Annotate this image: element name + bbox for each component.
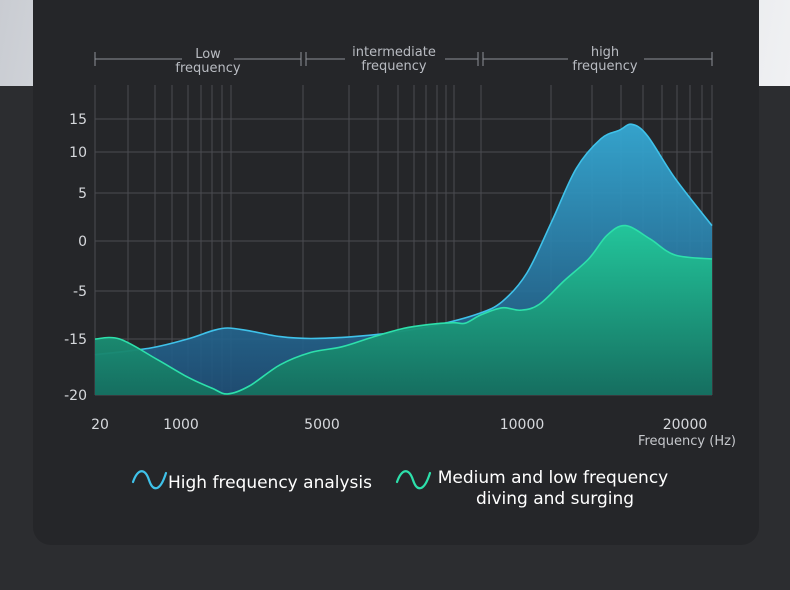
x-axis-ticks: 20 1000 5000 10000 20000 Frequency (Hz) <box>91 417 736 449</box>
y-tick-label: 15 <box>69 112 87 128</box>
y-tick-label: 0 <box>78 234 87 250</box>
band-label-mid-1: intermediate <box>352 45 436 60</box>
x-tick-label: 1000 <box>163 417 199 433</box>
x-axis-title: Frequency (Hz) <box>638 434 736 449</box>
y-tick-label: -5 <box>73 284 87 300</box>
legend-label-medium-low-2: diving and surging <box>476 489 634 509</box>
legend: High frequency analysis Medium and low f… <box>131 468 668 509</box>
x-tick-label: 10000 <box>500 417 545 433</box>
y-tick-label: -15 <box>64 332 87 348</box>
y-axis-ticks: 15 10 5 0 -5 -15 -20 <box>64 112 87 404</box>
band-labels: Low frequency intermediate frequency hig… <box>175 45 644 76</box>
y-tick-label: 5 <box>78 186 87 202</box>
band-label-high-2: frequency <box>572 59 638 74</box>
band-label-mid-2: frequency <box>361 59 427 74</box>
legend-label-medium-low-1: Medium and low frequency <box>438 468 668 488</box>
line-high-frequency-analysis <box>94 123 713 356</box>
wave-icon <box>131 470 168 490</box>
wave-icon <box>395 470 432 490</box>
band-label-low-2: frequency <box>175 61 241 76</box>
x-tick-label: 20 <box>91 417 109 433</box>
line-medium-low-frequency <box>94 224 713 395</box>
y-tick-label: -20 <box>64 388 87 404</box>
x-tick-label: 20000 <box>663 417 708 433</box>
legend-label-high-frequency: High frequency analysis <box>168 473 372 493</box>
band-label-low-1: Low <box>195 47 221 62</box>
area-medium-low-frequency <box>95 225 712 395</box>
band-label-high-1: high <box>591 45 619 60</box>
x-tick-label: 5000 <box>304 417 340 433</box>
y-tick-label: 10 <box>69 145 87 161</box>
